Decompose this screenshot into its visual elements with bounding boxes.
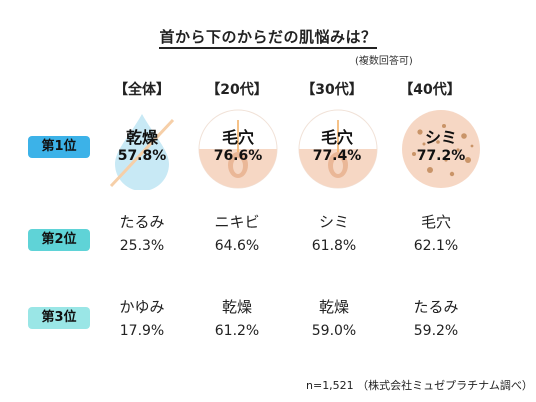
rank1-all-value: 57.8%	[117, 148, 167, 164]
rank2-40s-label: 毛穴	[420, 213, 451, 231]
rank3-20s-label: 乾燥	[221, 298, 252, 316]
rank2-all-label: たるみ	[119, 213, 165, 231]
rank3-all-label: かゆみ	[119, 298, 165, 316]
rank3-30s-cell: 乾燥 59.0%	[289, 296, 379, 339]
rank1-40s-value: 77.2%	[416, 148, 466, 164]
column-header-all: 【全体】	[114, 82, 170, 98]
chart-title: 首から下のからだの肌悩みは？	[0, 26, 536, 49]
rank3-30s-label: 乾燥	[318, 298, 349, 316]
rank2-30s-cell: シミ 61.8%	[289, 211, 379, 254]
rank3-all-value: 17.9%	[119, 323, 165, 339]
rank2-40s-value: 62.1%	[413, 238, 459, 254]
rank-badge-3: 第3位	[28, 307, 90, 329]
rank1-30s-cell: 毛穴 77.4%	[292, 124, 382, 164]
rank2-20s-cell: ニキビ 64.6%	[192, 211, 282, 254]
spots-icon	[402, 110, 480, 188]
rank-badge-1: 第1位	[28, 136, 90, 158]
rank2-30s-label: シミ	[318, 213, 349, 231]
rank3-40s-value: 59.2%	[413, 323, 459, 339]
rank3-20s-cell: 乾燥 61.2%	[192, 296, 282, 339]
rank2-40s-cell: 毛穴 62.1%	[391, 211, 481, 254]
rank3-40s-cell: たるみ 59.2%	[391, 296, 481, 339]
rank1-20s-value: 76.6%	[213, 148, 263, 164]
multiple-answers-note: (複数回答可)	[355, 56, 413, 67]
rank1-40s-label: シミ	[424, 128, 457, 147]
rank1-all-cell: 乾燥 57.8%	[97, 124, 187, 164]
column-header-30s: 【30代】	[301, 82, 363, 98]
rank3-40s-label: たるみ	[413, 298, 459, 316]
rank2-all-value: 25.3%	[119, 238, 165, 254]
rank2-20s-value: 64.6%	[214, 238, 260, 254]
pore-icon	[198, 109, 278, 189]
rank3-30s-value: 59.0%	[311, 323, 357, 339]
rank1-20s-cell: 毛穴 76.6%	[193, 124, 283, 164]
rank2-20s-label: ニキビ	[214, 213, 260, 231]
rank1-30s-value: 77.4%	[312, 148, 362, 164]
rank2-30s-value: 61.8%	[311, 238, 357, 254]
sample-size-source: n=1,521 （株式会社ミュゼプラチナム調べ）	[306, 379, 533, 392]
rank1-20s-label: 毛穴	[221, 128, 254, 147]
rank3-20s-value: 61.2%	[214, 323, 260, 339]
rank2-all-cell: たるみ 25.3%	[97, 211, 187, 254]
pore-icon	[298, 109, 378, 189]
rank1-40s-cell: シミ 77.2%	[396, 124, 486, 164]
rank1-30s-label: 毛穴	[320, 128, 353, 147]
rank-badge-2: 第2位	[28, 229, 90, 251]
water-drop-icon	[109, 114, 175, 190]
rank3-all-cell: かゆみ 17.9%	[97, 296, 187, 339]
column-header-20s: 【20代】	[206, 82, 268, 98]
rank1-all-label: 乾燥	[125, 128, 158, 147]
column-header-40s: 【40代】	[399, 82, 461, 98]
